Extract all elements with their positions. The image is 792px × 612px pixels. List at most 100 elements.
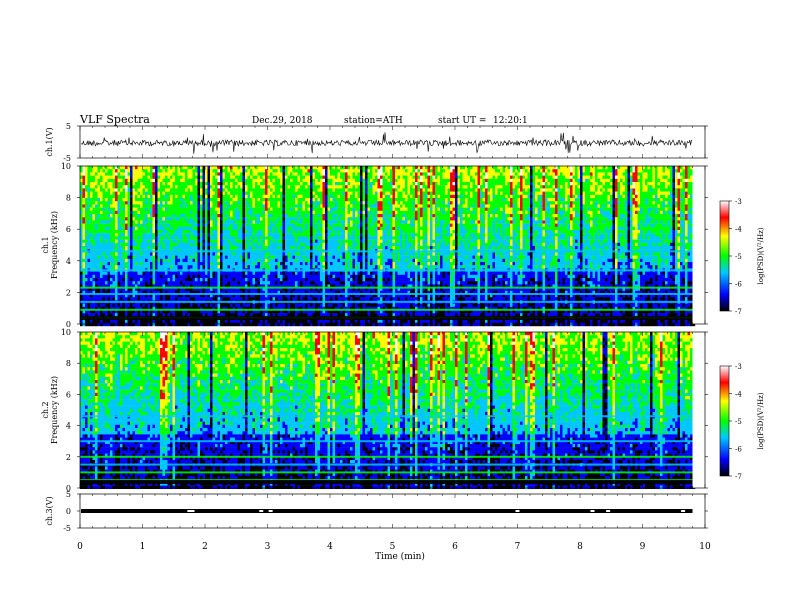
ch1-spectrogram-cell xyxy=(135,230,138,233)
ch1-spectrogram-cell xyxy=(265,304,268,307)
ch1-spectrogram-cell xyxy=(258,172,261,175)
ch1-spectrogram-cell xyxy=(243,233,246,236)
ch1-spectrogram-cell xyxy=(215,275,218,278)
ch1-spectrogram-cell xyxy=(193,220,196,223)
ch1-spectrogram-cell xyxy=(105,227,108,230)
ch1-spectrogram-cell xyxy=(118,198,121,201)
ch1-spectrogram-cell xyxy=(80,214,83,217)
ch1-spectrogram-cell xyxy=(95,320,98,323)
ch1-spectrogram-cell xyxy=(260,182,263,185)
ch1-spectrogram-cell xyxy=(123,320,126,323)
ch1-spectrogram-cell xyxy=(305,246,308,249)
ch1-spectrogram-cell xyxy=(180,182,183,185)
ch1-spectrogram-cell xyxy=(288,320,291,323)
ch1-spectrogram-cell xyxy=(90,198,93,201)
ch1-spectrogram-cell xyxy=(223,275,226,278)
ch1-spectrogram-cell xyxy=(153,246,156,249)
ch1-spectrogram-cell xyxy=(90,259,93,262)
ch1-spectrogram-cell xyxy=(260,275,263,278)
ch1-spectrogram-cell xyxy=(83,227,86,230)
ch1-spectrogram-cell xyxy=(153,252,156,255)
ch1-spectrogram-cell xyxy=(128,192,131,195)
ch1-spectrogram-cell xyxy=(190,230,193,233)
ch1-spectrogram-cell xyxy=(238,172,241,175)
ch1-spectrogram-cell xyxy=(270,243,273,246)
ch1-spectrogram-cell xyxy=(210,172,213,175)
ch1-spectrogram-cell xyxy=(195,320,198,323)
ch1-spectrogram-cell xyxy=(185,166,188,169)
ch1-spectrogram-cell xyxy=(160,204,163,207)
ch1-spectrogram-cell xyxy=(205,297,208,300)
ch1-spectrogram-cell xyxy=(175,259,178,262)
ch1-spectrogram-cell xyxy=(235,246,238,249)
ch1-spectrogram-cell xyxy=(168,262,171,265)
ch1-spectrogram-cell xyxy=(175,198,178,201)
ch1-spectrogram-cell xyxy=(285,256,288,259)
ch1-spectrogram-cell xyxy=(263,233,266,236)
ch1-spectrogram-cell xyxy=(195,169,198,172)
ch1-spectrogram-cell xyxy=(108,320,111,323)
ch1-spectrogram-cell xyxy=(143,195,146,198)
ch1-spectrogram-cell xyxy=(295,192,298,195)
ch1-spectrogram-cell xyxy=(230,275,233,278)
ch1-spectrogram-cell xyxy=(98,259,101,262)
ch1-spectrogram-cell xyxy=(130,217,133,220)
ch1-spectrogram-cell xyxy=(103,169,106,172)
ch1-spectrogram-cell xyxy=(108,220,111,223)
ch1-spectrogram-cell xyxy=(80,272,83,275)
ch1-spectrogram-cell xyxy=(200,236,203,239)
ch1-spectrogram-cell xyxy=(95,182,98,185)
ch1-spectrogram-cell xyxy=(233,281,236,284)
ch1-spectrogram-cell xyxy=(125,214,128,217)
ch1-spectrogram-cell xyxy=(248,220,251,223)
ch1-spectrogram-cell xyxy=(168,323,171,326)
ch1-spectrogram-cell xyxy=(273,278,276,281)
ch1-spectrogram-cell xyxy=(233,297,236,300)
ch1-spectrogram-cell xyxy=(280,204,283,207)
ch1-spectrogram-cell xyxy=(155,182,158,185)
ch1-spectrogram-cell xyxy=(295,233,298,236)
ch1-spectrogram-cell xyxy=(120,233,123,236)
ch1-spectrogram-cell xyxy=(175,182,178,185)
ch1-spectrogram-cell xyxy=(165,220,168,223)
ch1-spectrogram-cell xyxy=(118,172,121,175)
ch1-spectrogram-cell xyxy=(263,240,266,243)
ch1-spectrogram-cell xyxy=(300,217,303,220)
ch1-spectrogram-cell xyxy=(158,192,161,195)
ch1-spectrogram-cell xyxy=(135,182,138,185)
ch1-spectrogram-cell xyxy=(198,217,201,220)
ch1-spectrogram-cell xyxy=(213,304,216,307)
ch1-spectrogram-cell xyxy=(293,233,296,236)
ch1-spectrogram-cell xyxy=(275,272,278,275)
ch1-spectrogram-cell xyxy=(178,265,181,268)
ch1-spectrogram-cell xyxy=(140,220,143,223)
ch1-spectrogram-cell xyxy=(213,224,216,227)
ch1-spectrogram-cell xyxy=(160,182,163,185)
ch1-spectrogram-cell xyxy=(225,278,228,281)
ch1-spectrogram-cell xyxy=(238,224,241,227)
ch1-spectrogram-cell xyxy=(155,243,158,246)
ch1-spectrogram-cell xyxy=(170,272,173,275)
ch1-spectrogram-cell xyxy=(320,198,323,201)
ch1-spectrogram-cell xyxy=(318,278,321,281)
ch1-spectrogram-cell xyxy=(195,172,198,175)
ch1-spectrogram-cell xyxy=(225,224,228,227)
ch1-spectrogram-cell xyxy=(145,208,148,211)
ch1-spectrogram-cell xyxy=(288,236,291,239)
ch1-spectrogram-cell xyxy=(248,272,251,275)
ch1-spectrogram-cell xyxy=(173,227,176,230)
ch1-spectrogram-cell xyxy=(188,214,191,217)
ch1-spectrogram-cell xyxy=(188,246,191,249)
ch1-spectrogram-cell xyxy=(158,224,161,227)
ch1-spectrogram-cell xyxy=(303,169,306,172)
ch1-spectrogram-cell xyxy=(83,281,86,284)
ch1-spectrogram-cell xyxy=(83,198,86,201)
ch1-spectrogram-cell xyxy=(213,233,216,236)
ch1-spectrogram-cell xyxy=(138,211,141,214)
ch1-spectrogram-cell xyxy=(293,192,296,195)
ch1-spectrogram-cell xyxy=(313,272,316,275)
ch1-spectrogram-cell xyxy=(198,227,201,230)
ch1-spectrogram-cell xyxy=(293,278,296,281)
ch1-spectrogram-cell xyxy=(168,208,171,211)
ch1-spectrogram-cell xyxy=(135,179,138,182)
